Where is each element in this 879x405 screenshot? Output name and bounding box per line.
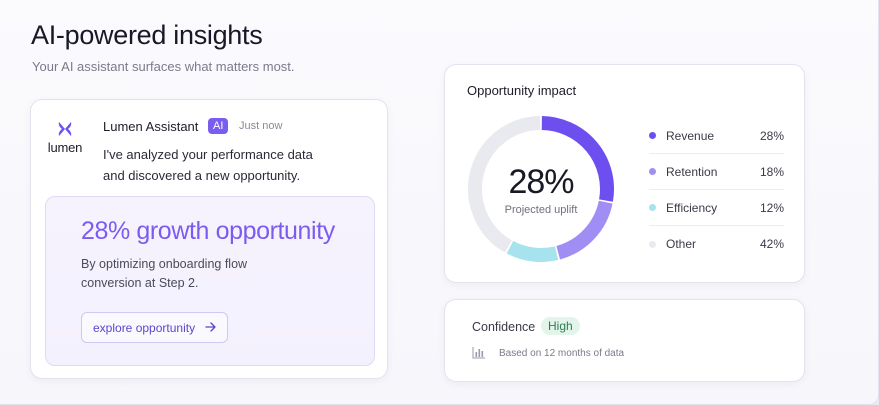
confidence-level-badge: High <box>541 317 580 335</box>
legend-dot <box>649 168 656 175</box>
legend-dot <box>649 240 656 248</box>
legend-row-other: Other 42% <box>649 226 784 262</box>
legend-row-revenue: Revenue 28% <box>649 118 784 154</box>
legend-dot <box>649 132 656 139</box>
insight-description: By optimizing onboarding flow conversion… <box>81 255 281 293</box>
assistant-name: Lumen Assistant <box>103 119 199 134</box>
donut-slice-revenue <box>541 116 614 202</box>
confidence-label: Confidence <box>472 320 536 334</box>
description-line: conversion at Step 2. <box>81 276 199 290</box>
opportunity-impact-card: Opportunity impact 28% Projected uplift … <box>444 64 805 283</box>
page-subtitle: Your AI assistant surfaces what matters … <box>32 59 295 74</box>
assistant-message: I've analyzed your performance data and … <box>103 144 363 186</box>
description-line: By optimizing onboarding flow <box>81 257 248 271</box>
donut-center-value: 28% <box>508 162 574 201</box>
impact-title: Opportunity impact <box>467 83 577 98</box>
donut-slice-retention <box>556 200 613 260</box>
explore-button-label: explore opportunity <box>93 320 196 335</box>
legend-label: Retention <box>666 164 718 179</box>
donut-slice-other <box>468 116 541 253</box>
legend-value: 42% <box>759 237 784 251</box>
chart-legend: Revenue 28% Retention 18% Efficiency 12% Other… <box>649 118 784 262</box>
legend-label: Other <box>666 237 697 251</box>
message-timestamp: Just now <box>239 120 283 132</box>
insight-card: 28% growth opportunity By optimizing onb… <box>45 196 375 366</box>
message-line: I've analyzed your performance data <box>103 147 313 162</box>
legend-label: Revenue <box>666 128 715 143</box>
donut-chart <box>468 116 614 262</box>
legend-row-efficiency: Efficiency 12% <box>649 190 784 226</box>
lumen-logo-icon <box>58 122 72 136</box>
lumen-logo: lumen <box>45 120 85 155</box>
insight-headline: 28% growth opportunity <box>81 217 335 245</box>
legend-label: Efficiency <box>666 200 718 215</box>
legend-value: 28% <box>759 128 784 143</box>
arrow-right-icon <box>205 320 217 335</box>
donut-center: 28% Projected uplift <box>465 113 617 265</box>
legend-row-retention: Retention 18% <box>649 154 784 190</box>
page-title: AI-powered insights <box>31 20 263 50</box>
ai-badge: AI <box>208 118 229 134</box>
confidence-card: Confidence High Based on 12 months of da… <box>444 299 805 382</box>
assistant-card: lumen Lumen Assistant AI Just now I've a… <box>30 99 388 379</box>
legend-dot <box>649 204 656 211</box>
legend-value: 18% <box>759 164 784 179</box>
donut-center-label: Projected uplift <box>504 203 578 216</box>
explore-opportunity-button[interactable]: explore opportunity <box>81 312 228 343</box>
legend-value: 12% <box>759 200 784 215</box>
logo-text: lumen <box>47 140 83 155</box>
donut-slice-efficiency <box>506 240 559 262</box>
message-line: and discovered a new opportunity. <box>103 168 301 183</box>
bar-chart-icon <box>472 347 485 359</box>
confidence-note: Based on 12 months of data <box>499 348 625 359</box>
